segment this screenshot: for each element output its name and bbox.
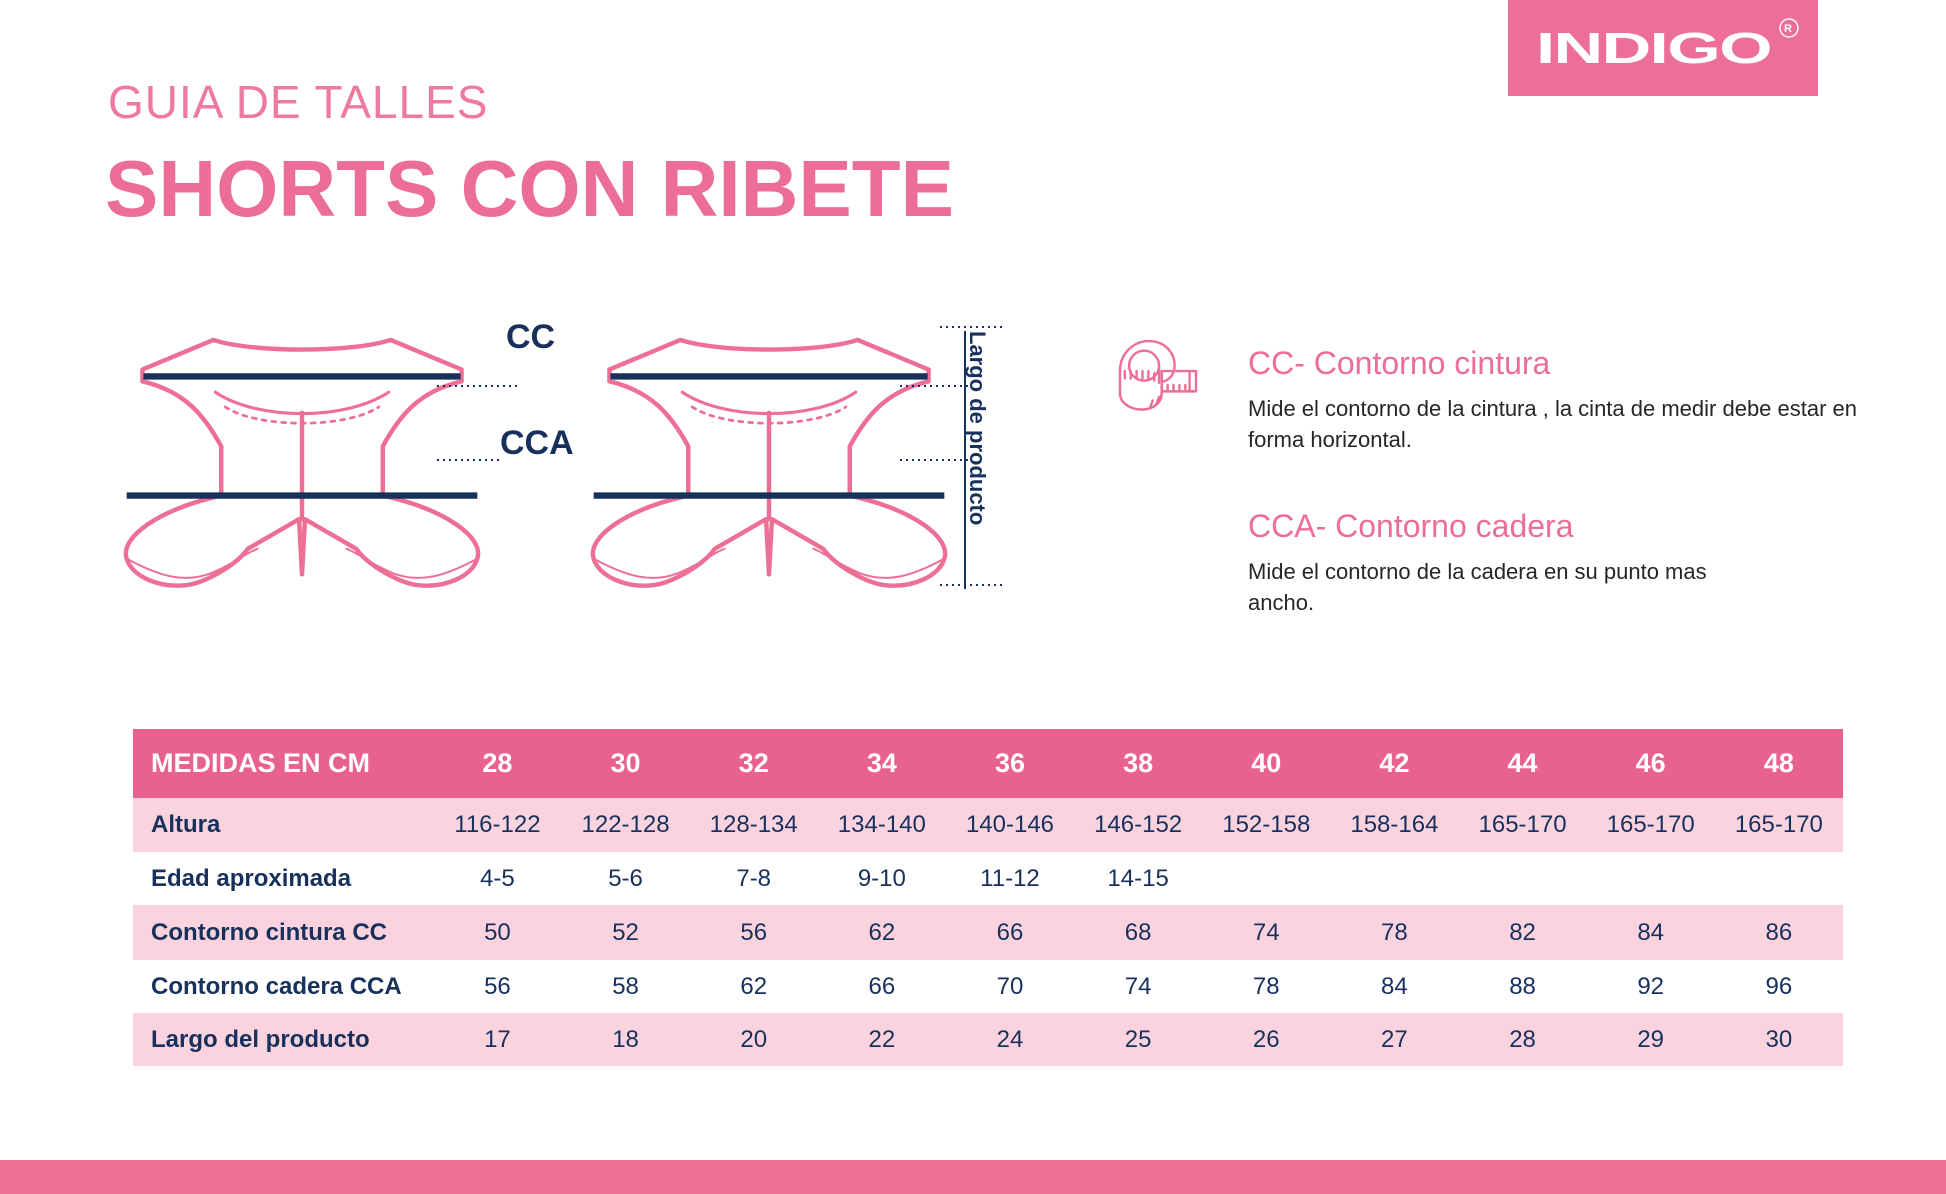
svg-text:R: R [1784,23,1792,35]
svg-text:INDIGO: INDIGO [1536,24,1771,73]
